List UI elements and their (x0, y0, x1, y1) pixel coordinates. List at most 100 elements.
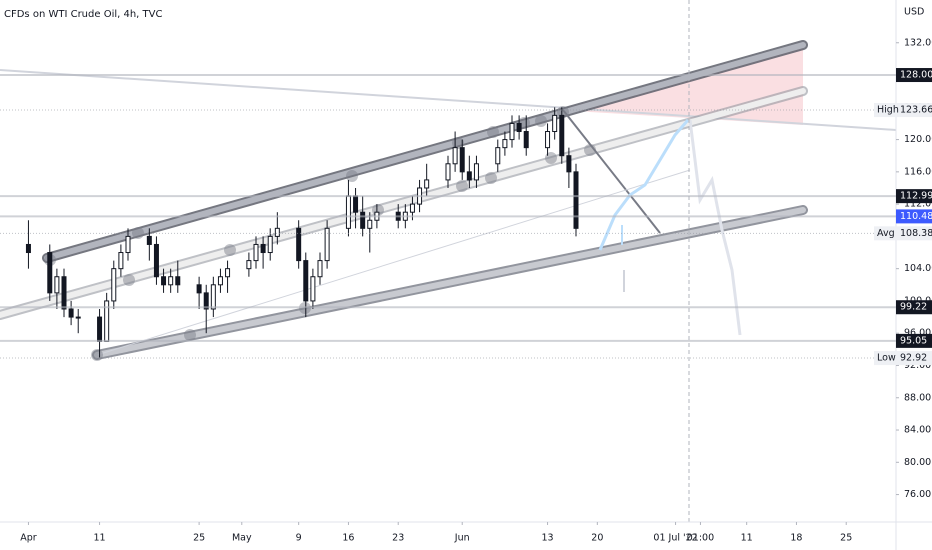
candle-body (317, 260, 323, 278)
y-tick-label: 84.00 (904, 425, 931, 436)
level-name-badge (874, 103, 896, 118)
time-axis (0, 522, 932, 550)
candle-body (75, 316, 81, 319)
y-tick-label: 92.00 (904, 360, 931, 371)
candle-body (367, 219, 373, 229)
level-label: 123.66 (900, 105, 932, 116)
ghost-path (598, 119, 690, 251)
candle-body (360, 211, 366, 229)
x-tick-label: 11 (94, 533, 106, 544)
candle-body (274, 227, 280, 237)
ghost-path-2 (688, 119, 742, 336)
y-tick-label: 80.00 (904, 457, 931, 468)
candle-body (509, 122, 515, 141)
x-tick-label: 18 (790, 533, 802, 544)
candle-body (559, 114, 565, 157)
candle-body (203, 292, 209, 310)
candle-body (516, 122, 522, 133)
level-name: Avg (877, 228, 895, 239)
candle-body (495, 147, 501, 165)
drawings (0, 40, 897, 361)
level-name-badge (874, 351, 896, 366)
y-tick-label: 132.00 (904, 37, 932, 48)
x-tick-label: 16 (342, 533, 354, 544)
y-tick-label: 104.00 (904, 263, 932, 274)
candle-body (175, 276, 181, 286)
x-tick-label: May (232, 533, 252, 544)
candle-body (61, 276, 67, 310)
candle-body (459, 147, 465, 173)
x-tick-label: 01:00 (687, 533, 714, 544)
candle-body (118, 252, 124, 270)
candle-body (552, 114, 558, 133)
candle-body (161, 276, 167, 286)
trend-line (0, 69, 897, 131)
candle-body (303, 260, 309, 302)
candle-body (153, 243, 159, 278)
candle-body (566, 155, 572, 173)
level-badge (896, 333, 932, 348)
x-tick-label: 13 (542, 533, 554, 544)
candle-body (267, 235, 273, 254)
x-tick-label: 9 (296, 533, 302, 544)
level-label: 99.22 (900, 302, 927, 313)
candle-body (225, 268, 231, 278)
plot (25, 107, 579, 358)
candle-body (324, 227, 330, 262)
channel-lower-inner (94, 207, 806, 358)
y-tick-label: 88.00 (904, 392, 931, 403)
candle-body (445, 163, 451, 181)
level-label: 108.38 (900, 228, 932, 239)
candle-body (473, 163, 479, 181)
candle-body (353, 195, 359, 213)
y-tick-label: 112.00 (904, 199, 932, 210)
candle-body (25, 243, 31, 254)
x-tick-label: 11 (741, 533, 753, 544)
level-label: 110.48 (900, 211, 932, 222)
chart-title: CFDs on WTI Crude Oil, 4h, TVC (4, 9, 162, 20)
candle-body (111, 268, 117, 302)
x-tick-label: 25 (840, 533, 852, 544)
channel-upper-inner (44, 42, 806, 261)
candle-body (424, 179, 430, 189)
candle-body (68, 308, 74, 318)
projection-line (562, 109, 661, 234)
candle-body (246, 260, 252, 270)
level-badge (896, 300, 932, 315)
level-badge (896, 103, 932, 118)
level-label: 92.92 (900, 353, 927, 364)
candle-body (146, 235, 152, 245)
y-tick-label: 120.00 (904, 134, 932, 145)
price-axis (896, 0, 932, 550)
currency: USD (904, 7, 924, 18)
candle-body (260, 243, 266, 254)
candle-body (573, 171, 579, 229)
level-name: High (877, 105, 899, 116)
level-label: 128.00 (900, 70, 932, 81)
x-tick-label: 25 (193, 533, 205, 544)
candle-body (97, 316, 103, 342)
candle-body (409, 203, 415, 213)
x-tick-label: Apr (20, 533, 37, 544)
level-badge (896, 351, 932, 366)
candle-body (210, 284, 216, 310)
level-label: 95.05 (900, 335, 927, 346)
candle-body (47, 252, 53, 294)
level-badge (896, 209, 932, 224)
candle-body (168, 276, 174, 286)
candle-body (54, 276, 60, 294)
candle-body (345, 195, 351, 229)
level-badge (896, 68, 932, 83)
candle-body (310, 276, 316, 302)
candle-body (502, 139, 508, 149)
y-tick-label: 96.00 (904, 328, 931, 339)
level-badge (896, 189, 932, 204)
candle-body (253, 243, 259, 262)
candle-body (296, 227, 302, 262)
candle-body (466, 171, 472, 181)
level-label: 112.99 (900, 191, 932, 202)
x-tick-label: 20 (591, 533, 603, 544)
y-tick-label: 76.00 (904, 489, 931, 500)
level-badge (896, 226, 932, 241)
